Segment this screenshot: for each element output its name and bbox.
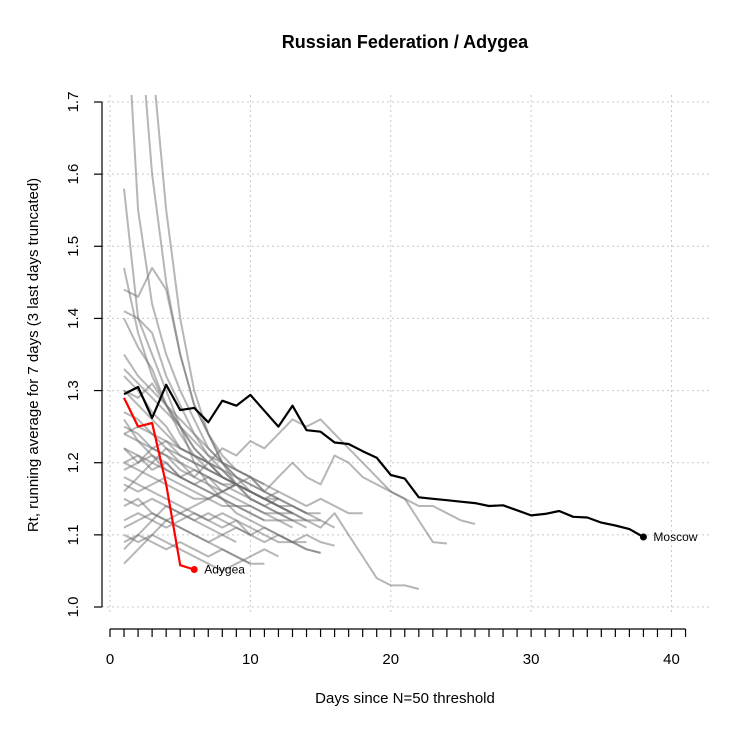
x-tick-label: 30 [523,651,540,668]
background-series-line [123,317,237,486]
reference-series-group [123,383,644,538]
moscow-series-line [123,383,644,538]
y-axis-label: Rt, running average for 7 days (3 last d… [25,178,42,532]
y-tick-label: 1.5 [65,236,82,257]
background-series-line [123,512,321,554]
x-axis-label: Days since N=50 threshold [315,690,495,707]
annotation-adygea: Adygea [204,562,245,576]
x-tick-label: 0 [106,651,114,668]
background-series-line [123,512,237,544]
y-tick-label: 1.2 [65,452,82,473]
background-series-line [123,266,265,486]
end-markers: Adygea Moscow [190,530,698,576]
background-series-group [123,95,476,590]
x-tick-label: 10 [242,651,259,668]
adygea-end-point [190,565,198,573]
annotation-moscow: Moscow [653,530,697,544]
background-series-line [123,497,307,544]
highlight-series-group [123,397,195,571]
background-series-line [123,425,447,545]
x-tick-label: 20 [382,651,399,668]
grid-lines [102,95,710,614]
y-tick-label: 1.4 [65,308,82,329]
background-series-line [123,454,307,515]
background-series-line [123,425,279,500]
background-series-line [123,382,279,493]
background-series-line [123,476,335,547]
y-tick-label: 1.6 [65,164,82,185]
background-series-line [123,267,307,522]
axes: 0 10 20 30 40 1.0 1.1 1.2 1.3 1.4 1.5 1.6 1.7 [65,92,687,668]
y-tick-label: 1.1 [65,524,82,545]
background-series-line [123,447,251,493]
y-tick-label: 1.0 [65,597,82,618]
background-series-line [123,533,251,565]
chart-title: Russian Federation / Adygea [282,32,529,52]
moscow-end-point [639,533,647,541]
x-tick-label: 40 [663,651,680,668]
y-tick-label: 1.3 [65,380,82,401]
adygea-series-line [123,397,195,571]
y-tick-label: 1.7 [65,92,82,113]
